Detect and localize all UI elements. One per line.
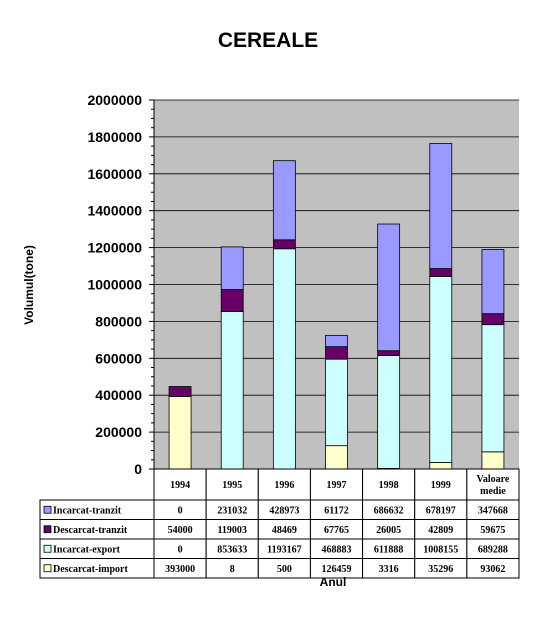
legend-swatch	[43, 564, 52, 573]
data-label: 611888	[374, 544, 403, 555]
bar-segment	[377, 355, 401, 469]
data-label: 48469	[272, 525, 297, 536]
data-label: 686632	[374, 505, 404, 516]
bar-segment	[168, 396, 192, 470]
y-tick-label: 1800000	[87, 129, 142, 145]
bar-segment	[220, 246, 244, 290]
data-label: 8	[230, 564, 235, 575]
legend-swatch	[43, 505, 52, 514]
data-label: 93062	[480, 564, 505, 575]
data-label: 0	[178, 544, 183, 555]
category-label: 1996	[274, 480, 294, 491]
table-header-cell	[257, 468, 311, 501]
bar-segment	[325, 346, 348, 360]
table-header-cell	[153, 468, 207, 501]
bar-segment	[377, 350, 401, 356]
bar-segment	[220, 311, 244, 470]
bar-segment	[377, 223, 401, 352]
bar-segment	[272, 239, 296, 250]
data-label: 0	[178, 505, 183, 516]
data-label: 26005	[376, 525, 401, 536]
legend-label: Incarcat-tranzit	[53, 505, 122, 516]
category-label: Valoare	[477, 474, 510, 485]
y-tick-label: 1200000	[87, 240, 142, 256]
y-tick-label: 2000000	[87, 92, 142, 108]
legend-swatch	[43, 544, 52, 553]
bar-segment	[272, 248, 296, 470]
bar-segment	[325, 445, 348, 470]
y-tick-label: 1000000	[87, 277, 142, 293]
category-label: 1997	[327, 480, 347, 491]
data-label: 231032	[217, 505, 247, 516]
data-label: 853633	[217, 544, 247, 555]
category-label: medie	[480, 486, 506, 497]
y-ticks: 0 200000 400000 600000 800000 1000000 1200000 1…	[87, 92, 154, 477]
data-label: 678197	[426, 505, 456, 516]
bar-segment	[429, 143, 453, 269]
data-label: 1193167	[267, 544, 301, 555]
y-axis-label: Volumul(tone)	[22, 245, 36, 325]
data-label: 500	[277, 564, 292, 575]
y-tick-label: 400000	[95, 387, 142, 403]
data-label: 126459	[322, 564, 352, 575]
category-label: 1994	[170, 480, 190, 491]
legend-label: Descarcat-import	[53, 564, 128, 575]
data-label: 67765	[324, 525, 349, 536]
y-tick-label: 1600000	[87, 166, 142, 182]
bar-segment	[481, 249, 505, 315]
bar-segment	[220, 289, 244, 312]
legend-swatch	[43, 525, 52, 534]
table-header-cell	[466, 468, 520, 501]
table-header-cell	[414, 468, 468, 501]
bar-segment	[429, 276, 453, 463]
bar-segment	[481, 313, 505, 326]
bar-segment	[429, 462, 453, 470]
bar-segment	[168, 386, 192, 397]
legend-label: Descarcat-tranzit	[53, 525, 128, 536]
y-tick-label: 600000	[95, 350, 142, 366]
legend-label: Incarcat-export	[53, 544, 121, 555]
table-cell	[466, 558, 520, 579]
bar-segment	[429, 268, 453, 277]
y-tick-label: 800000	[95, 313, 142, 329]
bar-segment	[325, 334, 348, 348]
data-label: 689288	[478, 544, 508, 555]
data-label: 59675	[480, 525, 505, 536]
category-label: 1995	[222, 480, 242, 491]
data-label: 393000	[165, 564, 195, 575]
category-label: 1999	[431, 480, 451, 491]
data-label: 1008155	[423, 544, 458, 555]
data-label: 42809	[428, 525, 453, 536]
y-tick-label: 1400000	[87, 203, 142, 219]
bar-segment	[481, 451, 505, 470]
data-label: 428973	[269, 505, 299, 516]
category-label: 1998	[379, 480, 399, 491]
data-label: 468883	[322, 544, 352, 555]
data-label: 61172	[324, 505, 348, 516]
y-tick-label: 0	[134, 461, 142, 477]
data-label: 35296	[428, 564, 453, 575]
data-label: 54000	[168, 525, 193, 536]
bar-segment	[325, 358, 348, 447]
x-axis-label: Anul	[320, 575, 347, 589]
bars	[168, 143, 505, 470]
data-label: 347668	[478, 505, 508, 516]
bar-segment	[272, 160, 296, 241]
y-tick-label: 200000	[95, 424, 142, 440]
data-label: 119003	[217, 525, 246, 536]
data-label: 3316	[379, 564, 399, 575]
bar-segment	[481, 324, 505, 453]
chart-title: CEREALE	[218, 29, 318, 52]
